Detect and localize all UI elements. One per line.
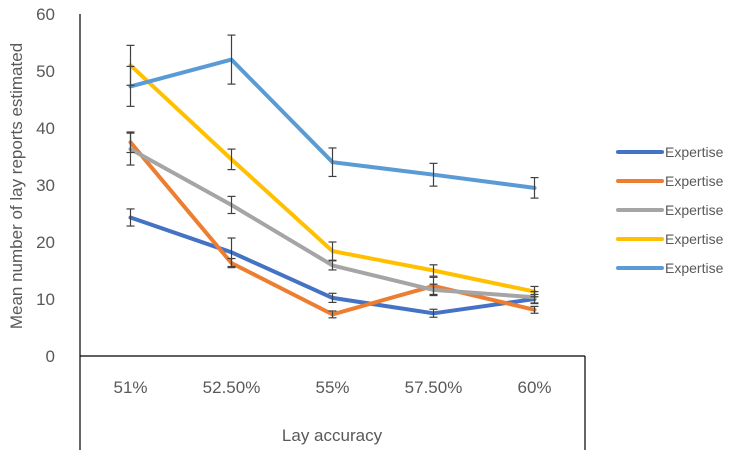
error-bar	[530, 285, 539, 298]
error-bar	[429, 283, 438, 297]
error-bar	[429, 308, 438, 318]
y-tick-label: 30	[36, 176, 55, 195]
y-axis-title: Mean number of lay reports estimated	[7, 43, 26, 329]
error-bar	[328, 241, 337, 261]
y-tick-label: 10	[36, 290, 55, 309]
legend-label: Expertise	[665, 260, 724, 276]
category-axis-box	[79, 355, 586, 450]
x-tick-label: 60%	[517, 378, 551, 397]
legend-item: Expertise	[616, 231, 724, 247]
error-bar	[328, 292, 337, 304]
error-bar	[328, 147, 337, 178]
y-tick-label: 20	[36, 233, 55, 252]
error-bars	[126, 34, 539, 319]
legend-label: Expertise	[665, 231, 724, 247]
x-tick-label: 57.50%	[405, 378, 463, 397]
series-layer	[128, 57, 537, 317]
legend-label: Expertise	[665, 202, 724, 218]
y-tick-label: 50	[36, 62, 55, 81]
legend-item: Expertise	[616, 260, 724, 276]
error-bar	[227, 148, 236, 171]
y-axis-ticks: 0 10 20 30 40 50 60	[36, 5, 55, 366]
x-tick-label: 52.50%	[203, 378, 261, 397]
error-bar	[126, 132, 135, 166]
error-bar	[126, 208, 135, 227]
error-bar	[227, 257, 236, 269]
y-tick-label: 60	[36, 5, 55, 24]
legend-item: Expertise	[616, 202, 724, 218]
error-bar	[530, 176, 539, 199]
y-tick-label: 40	[36, 119, 55, 138]
legend-item: Expertise	[616, 173, 724, 189]
error-bar	[328, 310, 337, 319]
error-bar	[227, 34, 236, 85]
x-tick-label: 55%	[315, 378, 349, 397]
error-bar	[429, 264, 438, 277]
legend: Expertise Expertise Expertise Expertise Expe…	[616, 144, 724, 276]
legend-label: Expertise	[665, 144, 724, 160]
error-bar	[126, 65, 135, 107]
x-axis-title: Lay accuracy	[282, 426, 383, 445]
legend-label: Expertise	[665, 173, 724, 189]
error-bar	[227, 195, 236, 215]
x-axis-ticks: 51% 52.50% 55% 57.50% 60%	[113, 378, 551, 397]
error-bar	[429, 162, 438, 187]
legend-item: Expertise	[616, 144, 724, 160]
x-tick-label: 51%	[113, 378, 147, 397]
error-bar	[530, 305, 539, 314]
y-tick-label: 0	[46, 347, 55, 366]
